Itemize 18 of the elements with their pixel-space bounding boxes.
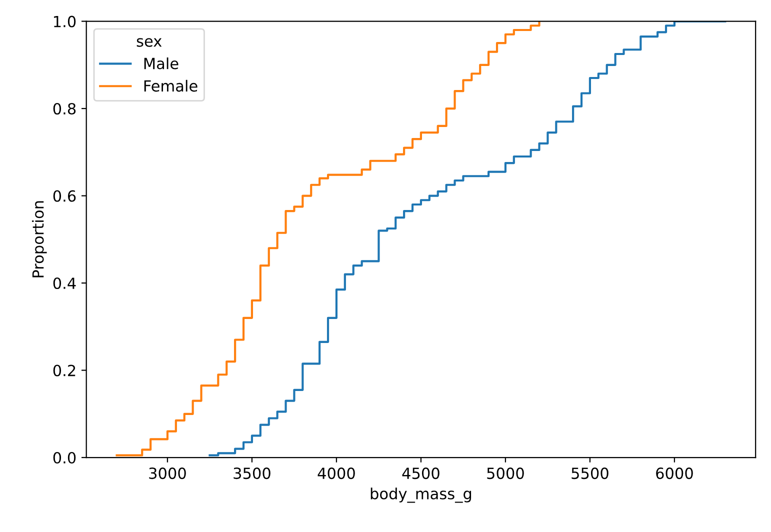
x-tick-label: 3500 — [234, 468, 270, 480]
x-tick-label: 5500 — [572, 468, 608, 480]
y-tick-label: 0.2 — [53, 364, 76, 376]
x-axis-title: body_mass_g — [370, 488, 472, 503]
x-tick-label: 6000 — [656, 468, 693, 480]
legend-title: sex — [136, 38, 162, 47]
y-tick-label: 0.8 — [53, 102, 76, 115]
y-tick-label: 0.4 — [53, 277, 76, 290]
y-tick-label: 0.6 — [53, 190, 76, 202]
x-tick-label: 4500 — [402, 468, 440, 480]
x-tick-label: 4000 — [318, 468, 355, 480]
x-tick-label: 5000 — [487, 468, 524, 480]
y-axis-title: Proportion — [32, 201, 47, 278]
y-tick-label: 1.0 — [54, 16, 76, 28]
x-tick-label: 3000 — [149, 468, 186, 480]
legend-label: Female — [144, 80, 198, 92]
legend-label: Male — [144, 57, 178, 70]
y-tick-label: 0.0 — [53, 452, 76, 464]
